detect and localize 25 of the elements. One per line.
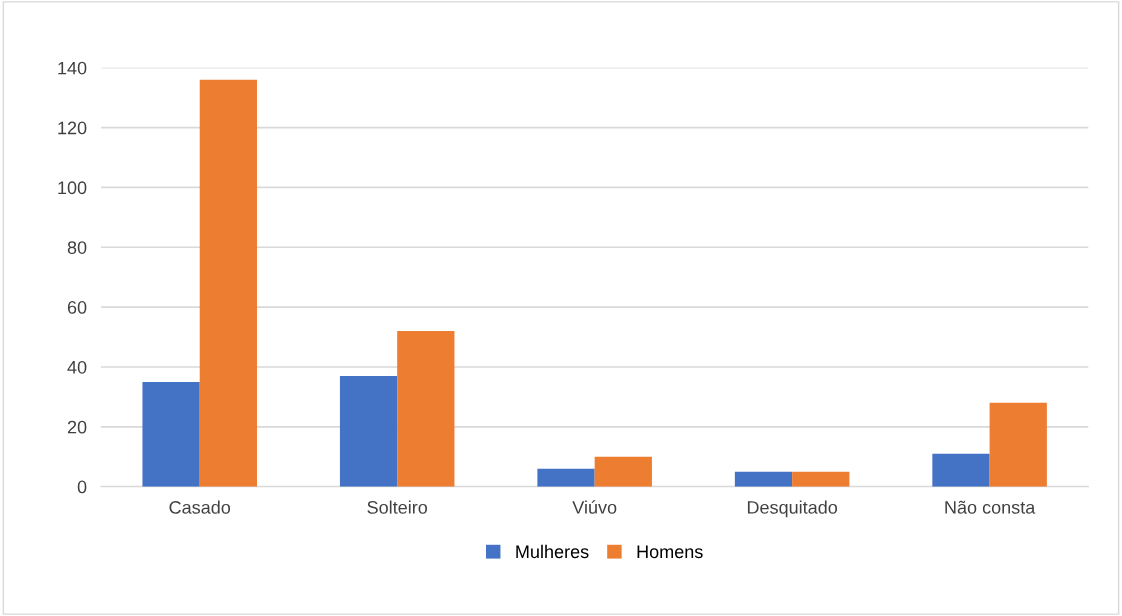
legend-label: Homens (637, 545, 703, 559)
y-tick-label: 40 (67, 360, 87, 374)
x-tick-label: Viúvo (572, 500, 617, 514)
x-tick-label: Solteiro (367, 500, 428, 514)
bar (989, 402, 1047, 487)
bar (734, 471, 793, 487)
bar (537, 468, 595, 487)
x-tick-label: Desquitado (747, 500, 838, 518)
x-tick-label: Casado (169, 500, 231, 514)
bar (397, 331, 455, 487)
bar (339, 375, 398, 487)
y-tick-label: 0 (77, 480, 87, 494)
y-tick-label: 100 (58, 181, 87, 195)
legend-label: Mulheres (516, 544, 589, 559)
y-tick-label: 120 (58, 121, 87, 135)
bar (199, 79, 257, 487)
y-tick-label: 20 (67, 420, 87, 434)
y-tick-label: 80 (67, 241, 87, 254)
y-tick-label: 60 (67, 301, 87, 314)
bar (594, 456, 652, 487)
x-tick-label: Não consta (945, 500, 1036, 514)
bar (932, 453, 990, 487)
bar (792, 471, 850, 487)
y-tick-label: 140 (58, 61, 87, 75)
bar (142, 381, 200, 487)
